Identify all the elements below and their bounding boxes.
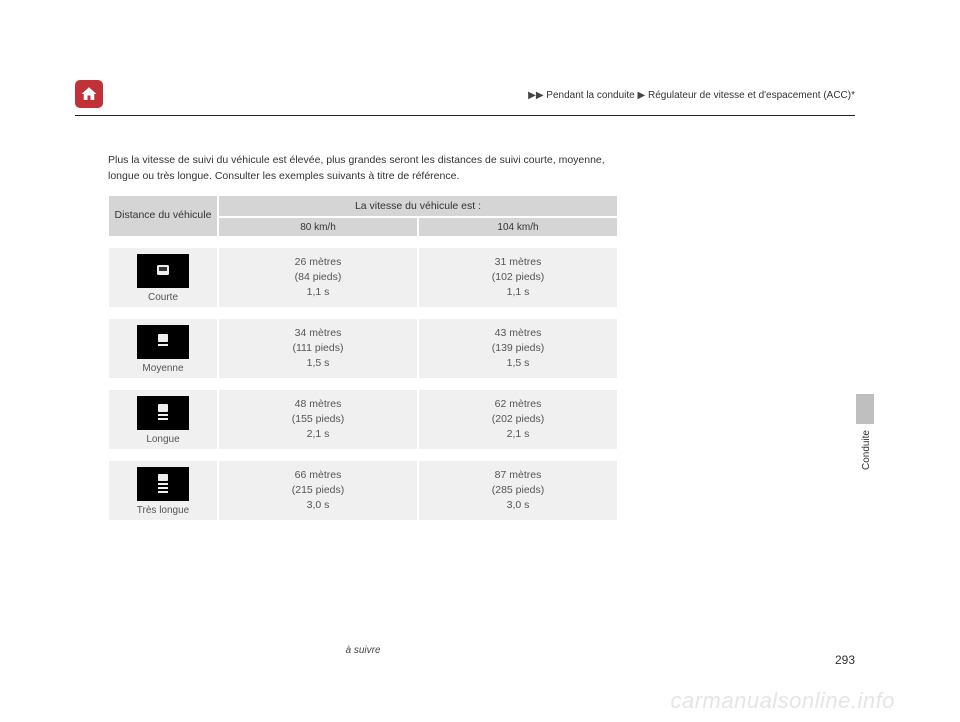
- page-number: 293: [835, 653, 855, 667]
- table-cell: 62 mètres (202 pieds) 2,1 s: [418, 389, 618, 450]
- home-icon[interactable]: [75, 80, 103, 108]
- cell-line: (111 pieds): [293, 341, 344, 356]
- cell-line: 3,0 s: [507, 498, 530, 513]
- cell-line: 66 mètres: [295, 468, 342, 483]
- distance-glyph-icon: [137, 396, 189, 430]
- distance-glyph-icon: [137, 467, 189, 501]
- distance-glyph-icon: [137, 254, 189, 288]
- cell-line: 1,5 s: [307, 356, 330, 371]
- table-col-80: 80 km/h: [218, 217, 418, 237]
- watermark: carmanualsonline.info: [670, 688, 895, 714]
- cell-line: 2,1 s: [307, 427, 330, 442]
- cell-line: (84 pieds): [295, 270, 342, 285]
- table-header-speed: La vitesse du véhicule est :: [218, 195, 618, 217]
- cell-line: 26 mètres: [295, 255, 342, 270]
- spacer: [108, 308, 618, 318]
- row-caption: Très longue: [137, 505, 189, 516]
- cell-line: 43 mètres: [495, 326, 542, 341]
- cell-line: (155 pieds): [292, 412, 345, 427]
- triangle-icon: ▶: [637, 90, 645, 101]
- table-cell: 26 mètres (84 pieds) 1,1 s: [218, 247, 418, 308]
- cell-line: 48 mètres: [295, 397, 342, 412]
- row-caption: Moyenne: [142, 363, 183, 374]
- cell-line: 1,1 s: [307, 285, 330, 300]
- triangle-icon: ▶: [528, 90, 536, 101]
- table-cell: 48 mètres (155 pieds) 2,1 s: [218, 389, 418, 450]
- spacer: [108, 450, 618, 460]
- intro-paragraph: Plus la vitesse de suivi du véhicule est…: [108, 153, 618, 185]
- cell-line: (285 pieds): [492, 483, 545, 498]
- continuation-note: à suivre: [108, 645, 618, 656]
- table-row-label: Courte: [108, 247, 218, 308]
- manual-page: ▶▶ Pendant la conduite ▶ Régulateur de v…: [0, 0, 960, 722]
- cell-line: 2,1 s: [507, 427, 530, 442]
- cell-line: 31 mètres: [495, 255, 542, 270]
- spacer: [108, 237, 618, 247]
- distance-table: Distance du véhicule La vitesse du véhic…: [108, 195, 618, 521]
- cell-line: (215 pieds): [292, 483, 345, 498]
- table-col-104: 104 km/h: [418, 217, 618, 237]
- section-tab: [856, 394, 874, 424]
- distance-glyph-icon: [137, 325, 189, 359]
- table-cell: 66 mètres (215 pieds) 3,0 s: [218, 460, 418, 521]
- header-rule: [75, 115, 855, 116]
- table-row-label: Très longue: [108, 460, 218, 521]
- section-tab-label: Conduite: [861, 430, 872, 470]
- cell-line: (139 pieds): [492, 341, 545, 356]
- table-cell: 31 mètres (102 pieds) 1,1 s: [418, 247, 618, 308]
- table-row-label: Moyenne: [108, 318, 218, 379]
- cell-line: 3,0 s: [307, 498, 330, 513]
- row-caption: Courte: [148, 292, 178, 303]
- cell-line: 62 mètres: [495, 397, 542, 412]
- cell-line: 1,1 s: [507, 285, 530, 300]
- cell-line: 34 mètres: [295, 326, 342, 341]
- row-caption: Longue: [146, 434, 179, 445]
- table-header-distance: Distance du véhicule: [108, 195, 218, 237]
- cell-line: (102 pieds): [492, 270, 545, 285]
- cell-line: (202 pieds): [492, 412, 545, 427]
- breadcrumb-part-1: Pendant la conduite: [546, 90, 634, 101]
- table-row-label: Longue: [108, 389, 218, 450]
- spacer: [108, 379, 618, 389]
- table-cell: 43 mètres (139 pieds) 1,5 s: [418, 318, 618, 379]
- cell-line: 1,5 s: [507, 356, 530, 371]
- triangle-icon: ▶: [536, 90, 544, 101]
- breadcrumb-part-2: Régulateur de vitesse et d'espacement (A…: [648, 90, 851, 101]
- breadcrumb: ▶▶ Pendant la conduite ▶ Régulateur de v…: [528, 90, 855, 101]
- table-cell: 87 mètres (285 pieds) 3,0 s: [418, 460, 618, 521]
- cell-line: 87 mètres: [495, 468, 542, 483]
- asterisk: *: [851, 90, 855, 101]
- table-cell: 34 mètres (111 pieds) 1,5 s: [218, 318, 418, 379]
